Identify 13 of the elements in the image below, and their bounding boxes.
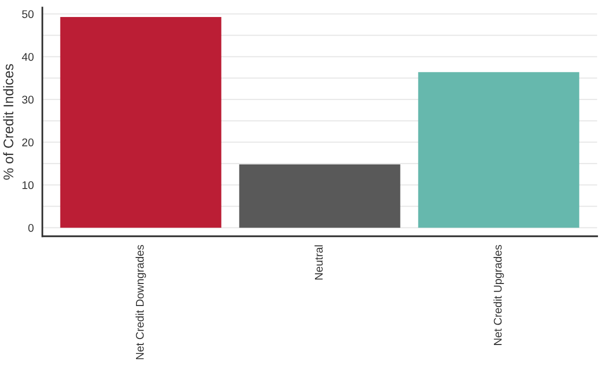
y-tick-label: 40 <box>22 52 34 61</box>
bar <box>418 72 580 228</box>
y-tick-label: 20 <box>22 138 34 146</box>
y-tick-label: 30 <box>22 96 34 104</box>
bar <box>239 164 400 228</box>
y-axis-title: % of Credit Indices <box>3 64 14 180</box>
x-tick-label: Net Credit Downgrades <box>136 244 146 360</box>
x-tick-label: Neutral <box>314 245 323 280</box>
y-tick-label: 0 <box>28 224 34 232</box>
y-tick-label: 50 <box>22 10 34 18</box>
bar <box>60 16 222 228</box>
x-tick-label: Net Credit Upgrades <box>494 244 504 345</box>
y-tick-label: 10 <box>22 181 34 190</box>
